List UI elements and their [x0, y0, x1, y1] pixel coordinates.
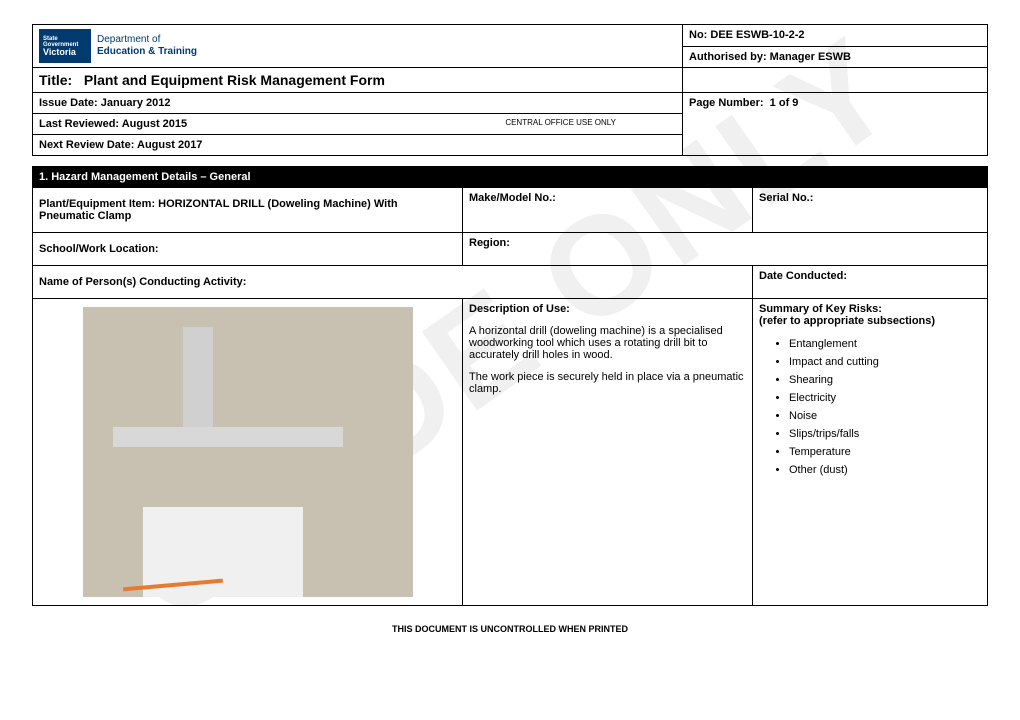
risks-sublabel: (refer to appropriate subsections) [759, 315, 981, 327]
next-review: Next Review Date: August 2017 [33, 135, 683, 156]
doweling-machine-image [83, 307, 413, 597]
hazard-table: 1. Hazard Management Details – General P… [32, 166, 988, 606]
risks-list: Entanglement Impact and cutting Shearing… [789, 335, 981, 479]
equipment-item: Plant/Equipment Item: HORIZONTAL DRILL (… [33, 188, 463, 233]
make-model: Make/Model No.: [463, 188, 753, 233]
last-reviewed-cell: Last Reviewed: August 2015 CENTRAL OFFIC… [33, 114, 683, 135]
logo-gov: State Government [43, 36, 87, 48]
risks-cell: Summary of Key Risks: (refer to appropri… [753, 299, 988, 606]
authorised-by: Authorised by: Manager ESWB [683, 46, 988, 68]
dept-line2: Education & Training [97, 46, 197, 58]
doc-number: No: DEE ESWB-10-2-2 [683, 25, 988, 47]
risk-item: Slips/trips/falls [789, 425, 981, 443]
footer-uncontrolled: THIS DOCUMENT IS UNCONTROLLED WHEN PRINT… [32, 624, 988, 634]
region: Region: [463, 233, 988, 266]
last-reviewed: Last Reviewed: August 2015 [39, 118, 187, 130]
date-conducted: Date Conducted: [753, 266, 988, 299]
description-cell: Description of Use: A horizontal drill (… [463, 299, 753, 606]
dept-line1: Department of [97, 34, 197, 46]
logo: State Government Victoria Department of … [39, 29, 676, 63]
description-p2: The work piece is securely held in place… [469, 371, 746, 395]
description-label: Description of Use: [469, 303, 746, 315]
risk-item: Impact and cutting [789, 353, 981, 371]
risk-item: Other (dust) [789, 461, 981, 479]
risk-item: Entanglement [789, 335, 981, 353]
section1-heading: 1. Hazard Management Details – General [33, 167, 988, 188]
equipment-image-cell [33, 299, 463, 606]
risks-label: Summary of Key Risks: [759, 303, 981, 315]
logo-state: Victoria [43, 48, 87, 57]
central-office-note: CENTRAL OFFICE USE ONLY [505, 118, 616, 127]
school-location: School/Work Location: [33, 233, 463, 266]
person-conducting: Name of Person(s) Conducting Activity: [33, 266, 753, 299]
serial-no: Serial No.: [753, 188, 988, 233]
victoria-logo-icon: State Government Victoria [39, 29, 91, 63]
header-table: State Government Victoria Department of … [32, 24, 988, 156]
risk-item: Noise [789, 407, 981, 425]
issue-date: Issue Date: January 2012 [33, 93, 683, 114]
description-p1: A horizontal drill (doweling machine) is… [469, 325, 746, 361]
page-number: Page Number: 1 of 9 [683, 93, 988, 156]
risk-item: Temperature [789, 443, 981, 461]
risk-item: Shearing [789, 371, 981, 389]
doc-title: Title: Plant and Equipment Risk Manageme… [33, 68, 683, 93]
document-content: State Government Victoria Department of … [32, 24, 988, 634]
risk-item: Electricity [789, 389, 981, 407]
